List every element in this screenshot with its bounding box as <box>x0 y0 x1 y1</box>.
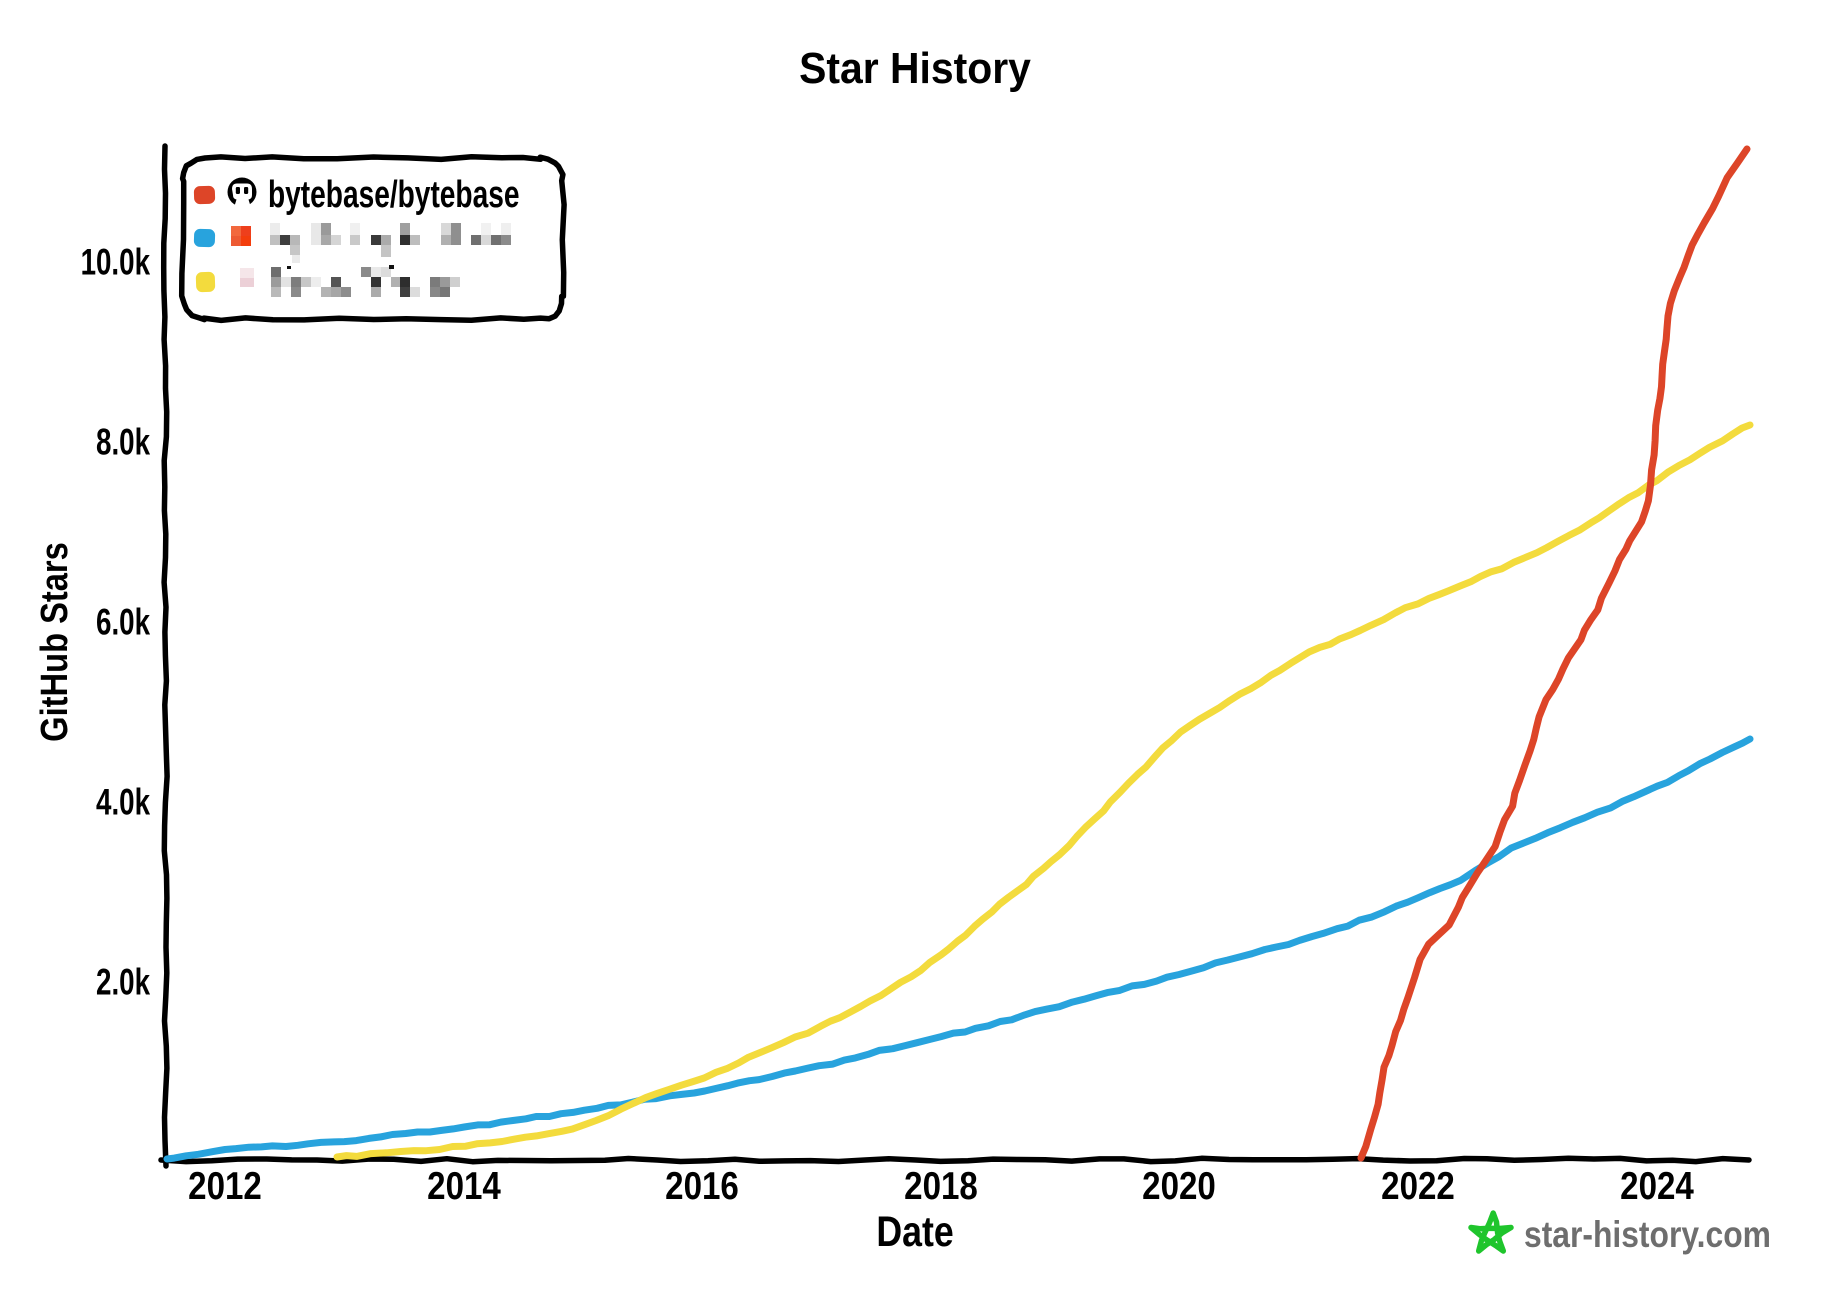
svg-text:2024: 2024 <box>1620 1165 1694 1208</box>
svg-text:8.0k: 8.0k <box>96 421 151 463</box>
svg-text:2012: 2012 <box>188 1165 262 1208</box>
svg-text:bytebase/bytebase: bytebase/bytebase <box>268 174 519 216</box>
svg-text:GitHub Stars: GitHub Stars <box>33 542 76 742</box>
svg-text:2022: 2022 <box>1381 1165 1455 1208</box>
svg-text:6.0k: 6.0k <box>96 601 151 643</box>
svg-text:2018: 2018 <box>904 1165 978 1208</box>
svg-text:Star History: Star History <box>799 45 1031 94</box>
svg-text:2016: 2016 <box>665 1165 739 1208</box>
svg-text:10.0k: 10.0k <box>81 241 151 283</box>
svg-text:2014: 2014 <box>427 1165 501 1208</box>
svg-text:4.0k: 4.0k <box>96 781 151 823</box>
svg-text:Date: Date <box>876 1208 953 1256</box>
svg-text:2.0k: 2.0k <box>96 961 151 1003</box>
svg-text:2020: 2020 <box>1142 1165 1216 1208</box>
svg-text:star-history.com: star-history.com <box>1524 1215 1771 1256</box>
